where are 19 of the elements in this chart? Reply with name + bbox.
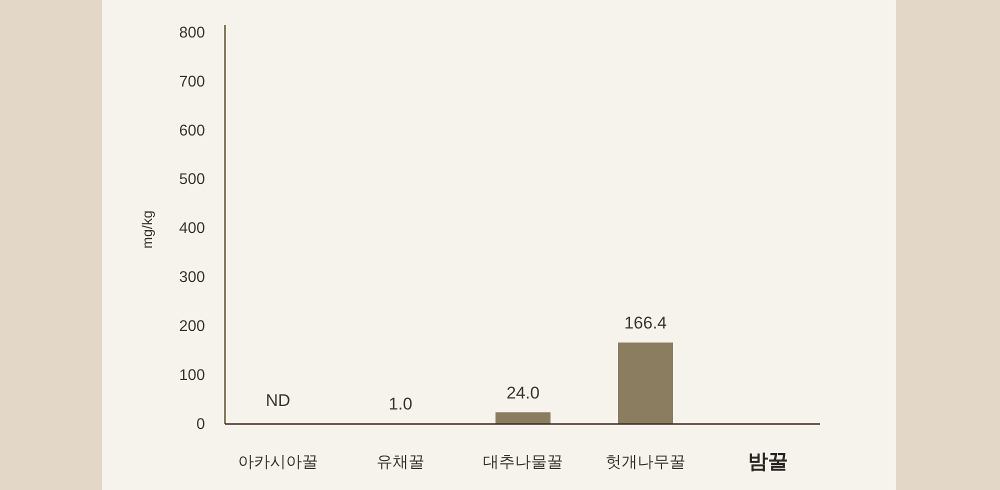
x-tick-label: 아카시아꿀 xyxy=(238,454,318,470)
y-tick-label: 500 xyxy=(179,170,206,188)
y-tick-label: 800 xyxy=(179,24,206,41)
data-label: 1.0 xyxy=(388,394,412,414)
y-tick-label: 600 xyxy=(179,122,206,139)
y-tick-label: 700 xyxy=(179,72,206,90)
y-tick-label: 100 xyxy=(179,366,206,384)
data-label: 166.4 xyxy=(624,313,667,332)
y-tick-label: 400 xyxy=(179,220,206,237)
x-tick-label: 유채꿀 xyxy=(376,454,424,470)
x-tick-label: 대추나물꿀 xyxy=(483,454,563,470)
y-axis-title: mg/kg xyxy=(139,210,155,249)
data-label: 24.0 xyxy=(506,382,540,402)
y-tick-label: 0 xyxy=(196,416,206,432)
x-tick-label: 밤꿀 xyxy=(748,451,788,473)
y-tick-label: 300 xyxy=(179,268,206,286)
x-tick-label: 헛개나무꿀 xyxy=(606,454,686,470)
y-tick-label: 200 xyxy=(179,318,206,335)
text: ND xyxy=(266,390,290,410)
